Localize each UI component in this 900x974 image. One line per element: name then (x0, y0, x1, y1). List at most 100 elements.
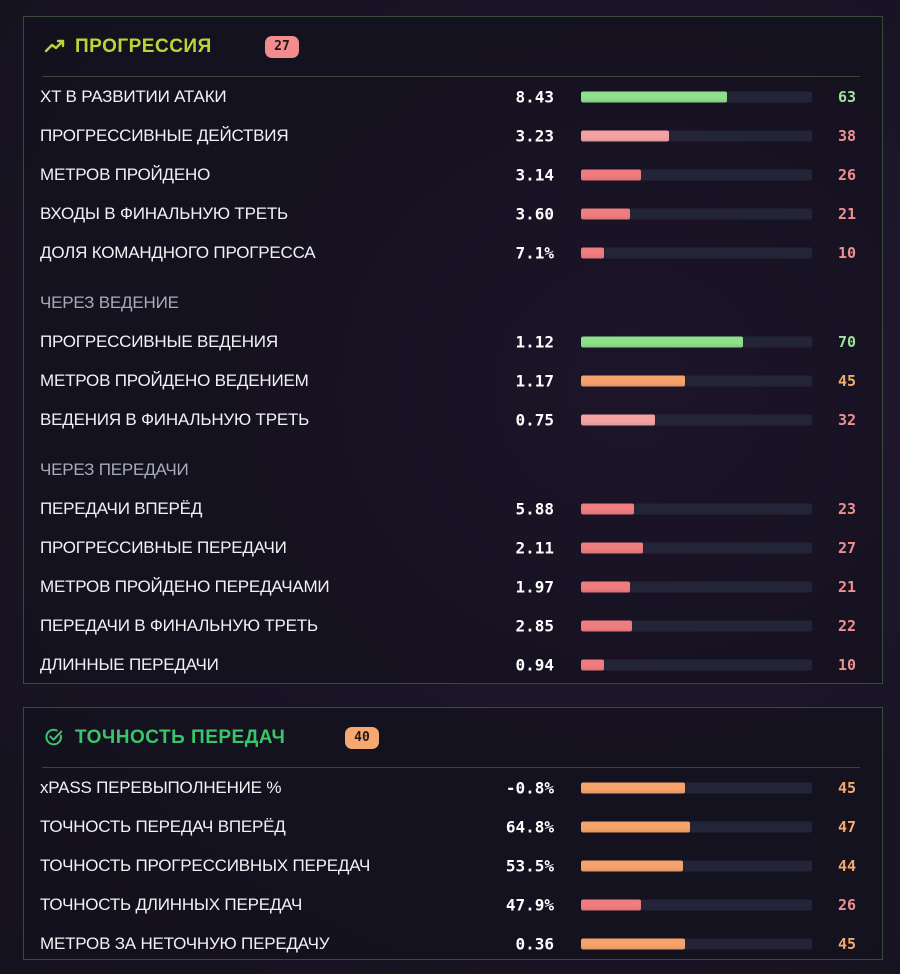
progression-score-badge: 27 (265, 36, 299, 58)
percentile-value: 45 (837, 371, 856, 390)
percentile-value: 45 (837, 934, 856, 953)
metric-value: 1.17 (515, 371, 554, 390)
percentile-bar-fill (581, 542, 644, 553)
metric-label: xPASS ПЕРЕВЫПОЛНЕНИЕ % (40, 777, 282, 797)
metric-value: 5.88 (515, 499, 554, 518)
percentile-value: 10 (837, 243, 856, 262)
pass-accuracy-score-badge: 40 (345, 727, 379, 749)
section-label: ЧЕРЕЗ ВЕДЕНИЕ (40, 293, 179, 312)
percentile-bar-fill (581, 247, 605, 258)
percentile-value: 27 (837, 538, 856, 557)
metric-value: 0.94 (515, 655, 554, 674)
pass-accuracy-header: ТОЧНОСТЬ ПЕРЕДАЧ 40 (42, 708, 860, 768)
percentile-value: 70 (837, 332, 856, 351)
progression-header: ПРОГРЕССИЯ 27 (42, 17, 860, 77)
percentile-bar (581, 938, 812, 949)
percentile-bar-fill (581, 659, 605, 670)
pass-accuracy-panel: ТОЧНОСТЬ ПЕРЕДАЧ 40 xPASS ПЕРЕВЫПОЛНЕНИЕ… (23, 707, 883, 960)
percentile-bar-fill (581, 375, 685, 386)
percentile-value: 22 (837, 616, 856, 635)
percentile-value: 45 (837, 778, 856, 797)
percentile-bar (581, 581, 812, 592)
metric-row: МЕТРОВ ПРОЙДЕНО 3.14 26 (24, 155, 882, 194)
percentile-value: 26 (837, 165, 856, 184)
percentile-bar-fill (581, 169, 642, 180)
metric-label: МЕТРОВ ПРОЙДЕНО ПЕРЕДАЧАМИ (40, 576, 330, 596)
percentile-bar (581, 208, 812, 219)
metric-label: ПЕРЕДАЧИ В ФИНАЛЬНУЮ ТРЕТЬ (40, 615, 318, 635)
percentile-value: 63 (837, 87, 856, 106)
metric-label: ТОЧНОСТЬ ДЛИННЫХ ПЕРЕДАЧ (40, 894, 303, 914)
metric-row: ПЕРЕДАЧИ В ФИНАЛЬНУЮ ТРЕТЬ 2.85 22 (24, 606, 882, 645)
metric-row: ВЕДЕНИЯ В ФИНАЛЬНУЮ ТРЕТЬ 0.75 32 (24, 400, 882, 439)
percentile-bar-fill (581, 91, 727, 102)
metric-label: ПЕРЕДАЧИ ВПЕРЁД (40, 498, 203, 518)
metric-row: ТОЧНОСТЬ ДЛИННЫХ ПЕРЕДАЧ 47.9% 26 (24, 885, 882, 924)
percentile-value: 47 (837, 817, 856, 836)
section-label: ЧЕРЕЗ ПЕРЕДАЧИ (40, 460, 189, 479)
metric-label: ДЛИННЫЕ ПЕРЕДАЧИ (40, 654, 219, 674)
percentile-bar-fill (581, 782, 685, 793)
metric-row: МЕТРОВ ПРОЙДЕНО ВЕДЕНИЕМ 1.17 45 (24, 361, 882, 400)
percentile-value: 26 (837, 895, 856, 914)
percentile-bar-fill (581, 821, 690, 832)
metric-label: МЕТРОВ ПРОЙДЕНО (40, 164, 211, 184)
percentile-value: 23 (837, 499, 856, 518)
section-header: ЧЕРЕЗ ВЕДЕНИЕ (24, 272, 882, 322)
percentile-bar (581, 247, 812, 258)
metric-row: ДЛИННЫЕ ПЕРЕДАЧИ 0.94 10 (24, 645, 882, 684)
metric-value: -0.8% (505, 778, 554, 797)
metric-value: 64.8% (505, 817, 554, 836)
percentile-bar-fill (581, 414, 655, 425)
metric-row: ПРОГРЕССИВНЫЕ ПЕРЕДАЧИ 2.11 27 (24, 528, 882, 567)
percentile-bar-fill (581, 208, 630, 219)
metric-row: ПРОГРЕССИВНЫЕ ВЕДЕНИЯ 1.12 70 (24, 322, 882, 361)
percentile-bar-fill (581, 581, 630, 592)
percentile-bar-fill (581, 130, 669, 141)
metric-value: 2.11 (515, 538, 554, 557)
metric-label: МЕТРОВ ПРОЙДЕНО ВЕДЕНИЕМ (40, 370, 309, 390)
percentile-bar (581, 821, 812, 832)
percentile-bar (581, 169, 812, 180)
metric-row: ТОЧНОСТЬ ПЕРЕДАЧ ВПЕРЁД 64.8% 47 (24, 807, 882, 846)
metric-row: ПРОГРЕССИВНЫЕ ДЕЙСТВИЯ 3.23 38 (24, 116, 882, 155)
progression-rows: XT В РАЗВИТИИ АТАКИ 8.43 63 ПРОГРЕССИВНЫЕ Д… (24, 77, 882, 684)
metric-label: ВХОДЫ В ФИНАЛЬНУЮ ТРЕТЬ (40, 203, 288, 223)
metric-value: 3.14 (515, 165, 554, 184)
percentile-value: 21 (837, 204, 856, 223)
metric-row: xPASS ПЕРЕВЫПОЛНЕНИЕ % -0.8% 45 (24, 768, 882, 807)
metric-value: 3.60 (515, 204, 554, 223)
percentile-bar (581, 659, 812, 670)
percentile-bar (581, 542, 812, 553)
percentile-value: 44 (837, 856, 856, 875)
percentile-bar (581, 503, 812, 514)
metric-label: XT В РАЗВИТИИ АТАКИ (40, 86, 227, 106)
percentile-value: 10 (837, 655, 856, 674)
metric-row: ДОЛЯ КОМАНДНОГО ПРОГРЕССА 7.1% 10 (24, 233, 882, 272)
percentile-bar-fill (581, 336, 743, 347)
percentile-bar-fill (581, 899, 642, 910)
metric-label: ПРОГРЕССИВНЫЕ ВЕДЕНИЯ (40, 331, 278, 351)
pass-accuracy-title: ТОЧНОСТЬ ПЕРЕДАЧ (75, 727, 286, 748)
metric-value: 1.97 (515, 577, 554, 596)
percentile-bar (581, 130, 812, 141)
metric-row: МЕТРОВ ПРОЙДЕНО ПЕРЕДАЧАМИ 1.97 21 (24, 567, 882, 606)
metric-value: 0.36 (515, 934, 554, 953)
metric-row: ПЕРЕДАЧИ ВПЕРЁД 5.88 23 (24, 489, 882, 528)
percentile-bar (581, 414, 812, 425)
trending-up-icon (44, 39, 65, 53)
metric-value: 2.85 (515, 616, 554, 635)
metric-value: 8.43 (515, 87, 554, 106)
metric-label: ВЕДЕНИЯ В ФИНАЛЬНУЮ ТРЕТЬ (40, 409, 310, 429)
percentile-bar (581, 336, 812, 347)
metric-label: ДОЛЯ КОМАНДНОГО ПРОГРЕССА (40, 242, 316, 262)
percentile-bar-fill (581, 620, 632, 631)
metric-row: МЕТРОВ ЗА НЕТОЧНУЮ ПЕРЕДАЧУ 0.36 45 (24, 924, 882, 963)
metric-row: XT В РАЗВИТИИ АТАКИ 8.43 63 (24, 77, 882, 116)
section-header: ЧЕРЕЗ ПЕРЕДАЧИ (24, 439, 882, 489)
percentile-value: 38 (837, 126, 856, 145)
metric-row: ВХОДЫ В ФИНАЛЬНУЮ ТРЕТЬ 3.60 21 (24, 194, 882, 233)
metric-label: ТОЧНОСТЬ ПЕРЕДАЧ ВПЕРЁД (40, 816, 286, 836)
percentile-bar-fill (581, 503, 635, 514)
percentile-bar-fill (581, 938, 685, 949)
